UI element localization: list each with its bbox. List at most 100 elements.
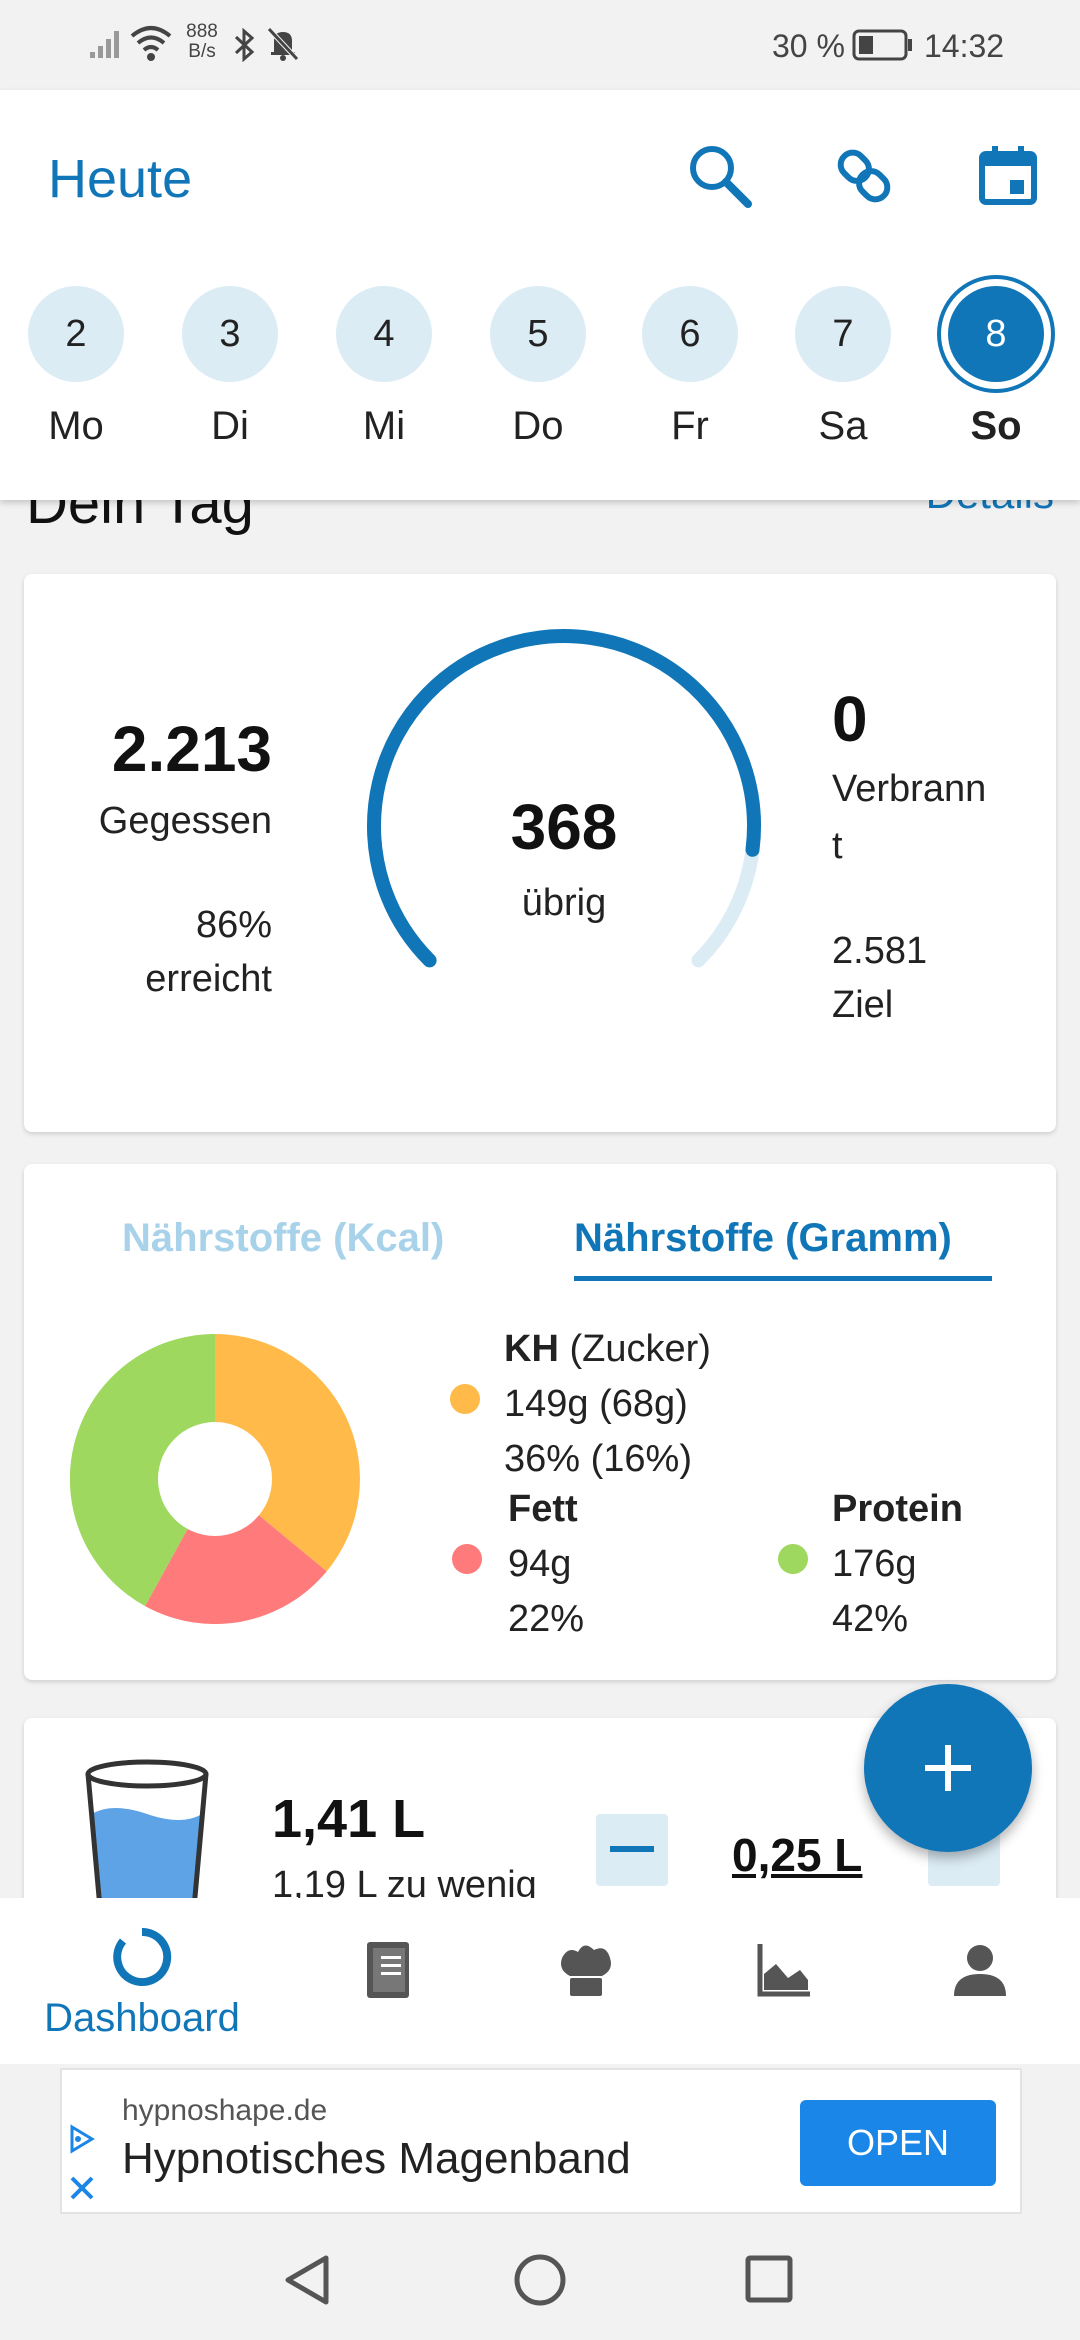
system-navigation xyxy=(0,2214,1080,2340)
ad-domain: hypnoshape.de xyxy=(122,2094,328,2127)
nav-label: Dashboard xyxy=(44,1996,240,2040)
burned-value: 0 xyxy=(832,683,868,755)
calendar-icon[interactable] xyxy=(968,136,1048,216)
ad-choices-icon[interactable] xyxy=(66,2124,96,2154)
status-bar: 888 B/s 30 % 14:32 xyxy=(0,0,1080,90)
remaining-label: übrig xyxy=(521,882,607,924)
water-step[interactable]: 0,25 L xyxy=(732,1829,863,1881)
ad-headline: Hypnotisches Magenband xyxy=(122,2134,631,2183)
reached-label: erreicht xyxy=(145,958,272,1000)
nav-diary[interactable] xyxy=(308,1940,468,2000)
day-di[interactable]: 3 Di xyxy=(182,286,278,449)
dashboard-ring-icon xyxy=(113,1927,172,1986)
day-label: Mo xyxy=(48,404,104,448)
calorie-card[interactable]: 2.213 Gegessen 86% erreicht 368 übrig 0 … xyxy=(24,574,1056,1132)
goal-value: 2.581 xyxy=(832,930,928,972)
carbs-dot xyxy=(450,1384,480,1414)
day-label: Fr xyxy=(671,404,709,448)
bluetooth-icon xyxy=(232,27,258,67)
protein-dot xyxy=(778,1544,808,1574)
protein-percent: 42% xyxy=(832,1598,909,1640)
fat-value: 94g xyxy=(508,1543,572,1585)
fat-percent: 22% xyxy=(508,1598,585,1640)
protein-label: Protein xyxy=(832,1488,963,1530)
chart-icon xyxy=(757,1944,810,1997)
day-label: Sa xyxy=(818,404,868,448)
day-label: Di xyxy=(211,404,249,448)
carbs-slice xyxy=(215,1334,360,1572)
day-number: 8 xyxy=(948,286,1044,382)
water-glass-icon xyxy=(85,1759,209,1908)
nutrient-card: Nährstoffe (Kcal) Nährstoffe (Gramm) KH … xyxy=(24,1164,1056,1680)
fat-dot xyxy=(452,1544,482,1574)
nav-recipes[interactable] xyxy=(506,1940,666,2000)
wifi-icon xyxy=(130,24,172,67)
home-icon[interactable] xyxy=(512,2252,568,2308)
person-icon xyxy=(954,1945,1006,1996)
fat-legend: Fett 94g 22% xyxy=(508,1482,584,1647)
page-title: Heute xyxy=(48,149,193,209)
ad-area: hypnoshape.de Hypnotisches Magenband OPE… xyxy=(0,2064,1080,2214)
search-icon[interactable] xyxy=(680,136,760,216)
day-sa[interactable]: 7 Sa xyxy=(795,286,891,449)
day-number: 7 xyxy=(795,286,891,382)
day-number: 2 xyxy=(28,286,124,382)
burned-label: Verbrann t xyxy=(832,768,987,867)
back-icon[interactable] xyxy=(282,2254,332,2306)
tab-kcal[interactable]: Nährstoffe (Kcal) xyxy=(122,1216,445,1260)
day-number: 6 xyxy=(642,286,738,382)
day-label: Mi xyxy=(362,404,406,448)
day-mi[interactable]: 4 Mi xyxy=(336,286,432,449)
day-label: So xyxy=(970,404,1022,448)
active-tab-indicator xyxy=(574,1276,992,1281)
nav-dashboard[interactable]: Dashboard xyxy=(44,1926,240,2041)
nav-stats[interactable] xyxy=(704,1940,864,2000)
ad-close-icon[interactable] xyxy=(68,2174,96,2202)
protein-value: 176g xyxy=(832,1543,917,1585)
eaten-label: Gegessen xyxy=(98,800,272,842)
ad-banner[interactable]: hypnoshape.de Hypnotisches Magenband OPE… xyxy=(60,2068,1022,2214)
fat-slice xyxy=(145,1479,327,1624)
minus-button[interactable] xyxy=(596,1814,668,1886)
day-number: 4 xyxy=(336,286,432,382)
clock: 14:32 xyxy=(924,28,1005,64)
macro-donut-chart xyxy=(70,1334,360,1624)
battery-percent: 30 % xyxy=(772,28,845,64)
day-so-selected[interactable]: 8 So xyxy=(948,286,1044,449)
mute-bell-icon xyxy=(266,26,300,67)
eaten-value: 2.213 xyxy=(111,713,272,785)
carbs-percent: 36% (16%) xyxy=(504,1438,692,1480)
day-fr[interactable]: 6 Fr xyxy=(642,286,738,449)
bottom-navigation: Dashboard xyxy=(0,1898,1080,2064)
carbs-legend: KH (Zucker) 149g (68g) 36% (16%) xyxy=(504,1322,711,1487)
fat-label: Fett xyxy=(508,1488,578,1530)
plus-icon xyxy=(925,1745,971,1791)
carbs-value: 149g (68g) xyxy=(504,1383,688,1425)
sugar-label: (Zucker) xyxy=(569,1328,711,1370)
app-header: Heute 2 Mo 3 Di 4 Mi xyxy=(0,90,1080,500)
chef-hat-icon xyxy=(561,1945,611,1996)
signal-icon xyxy=(88,26,122,65)
battery-icon xyxy=(852,28,914,67)
water-amount: 1,41 L xyxy=(272,1789,426,1849)
day-label: Do xyxy=(512,404,564,448)
calorie-gauge xyxy=(366,629,761,968)
reached-percent: 86% xyxy=(195,904,272,946)
remaining-value: 368 xyxy=(510,791,618,863)
add-fab-button[interactable] xyxy=(864,1684,1032,1852)
ad-open-button[interactable]: OPEN xyxy=(800,2100,996,2186)
nav-profile[interactable] xyxy=(900,1940,1060,2000)
tab-gram[interactable]: Nährstoffe (Gramm) xyxy=(574,1216,952,1260)
link-icon[interactable] xyxy=(824,136,904,216)
net-speed: 888 B/s xyxy=(186,21,218,62)
day-number: 3 xyxy=(182,286,278,382)
carbs-label: KH xyxy=(504,1328,559,1370)
recents-icon[interactable] xyxy=(744,2254,794,2304)
day-do[interactable]: 5 Do xyxy=(490,286,586,449)
protein-slice xyxy=(70,1334,215,1607)
day-mo[interactable]: 2 Mo xyxy=(28,286,124,449)
day-number: 5 xyxy=(490,286,586,382)
minus-icon xyxy=(610,1846,654,1852)
protein-legend: Protein 176g 42% xyxy=(832,1482,963,1647)
goal-label: Ziel xyxy=(832,984,894,1026)
